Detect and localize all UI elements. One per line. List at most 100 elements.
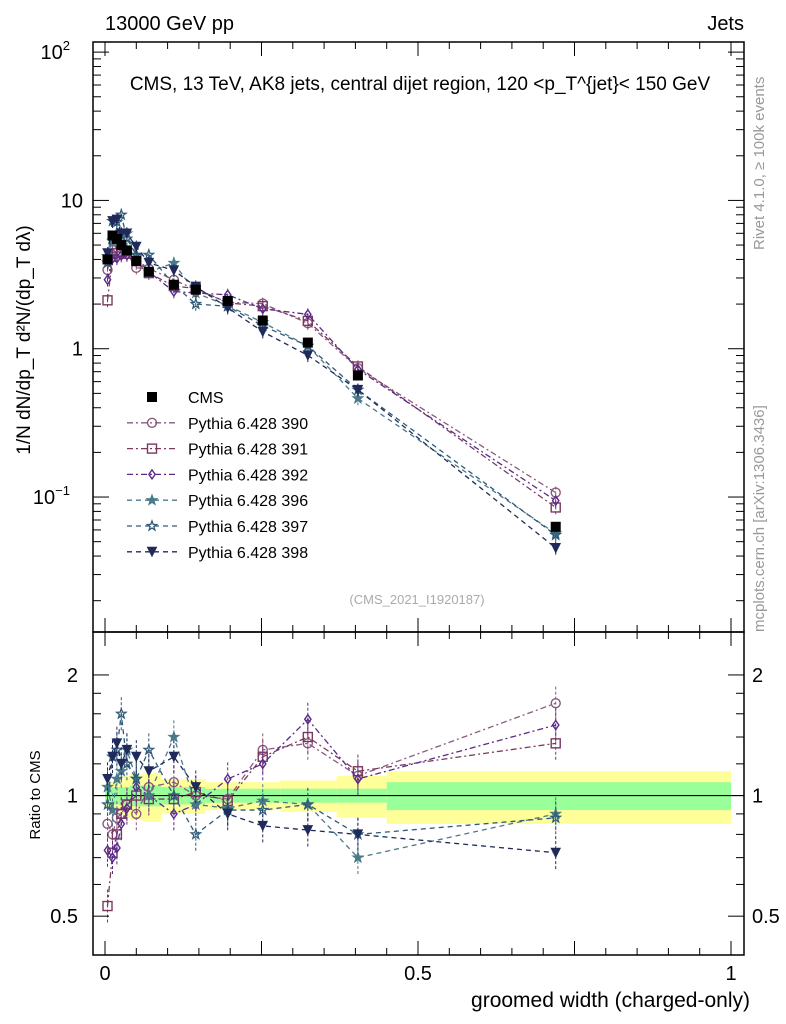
cms-data-point	[257, 315, 268, 326]
cms-data-point	[116, 240, 127, 251]
chart-title: CMS, 13 TeV, AK8 jets, central dijet reg…	[130, 74, 711, 95]
y-tick-label: 1	[72, 339, 83, 361]
ratio-point	[189, 827, 203, 840]
ratio-point	[103, 844, 112, 857]
ratio-point	[169, 808, 178, 820]
ratio-point	[102, 773, 113, 785]
ratio-point	[110, 772, 124, 785]
data-point	[549, 528, 563, 541]
y-axis-label: 1/N dN/dp_T d²N/(dp_T dλ)	[14, 225, 35, 455]
legend-label: Pythia 6.428 392	[188, 467, 308, 484]
series-392	[103, 248, 560, 876]
cms-data-point	[111, 233, 122, 244]
ratio-point	[167, 788, 181, 802]
ratio-point	[130, 751, 142, 763]
ratio-point	[303, 713, 312, 726]
series-line	[106, 231, 557, 535]
legend-label: Pythia 6.428 398	[188, 545, 308, 562]
data-point	[258, 303, 267, 315]
y-tick-exponent: −1	[55, 483, 70, 498]
ratio-point	[257, 751, 268, 762]
cms-data-point	[121, 245, 132, 256]
cms-data-point	[102, 254, 113, 265]
y-tick-label: 102	[41, 38, 70, 64]
ratio-point	[142, 788, 156, 802]
data-point	[114, 207, 128, 221]
ratio-point	[167, 730, 181, 743]
data-point	[550, 502, 561, 513]
series-line	[106, 254, 557, 502]
series-line	[106, 246, 557, 494]
data-point	[120, 231, 134, 245]
data-point	[302, 315, 314, 327]
ratio-point	[105, 803, 120, 816]
watermark: (CMS_2021_I1920187)	[349, 592, 484, 607]
cms-data-point	[222, 295, 233, 306]
ratio-point	[111, 738, 123, 749]
header-right: Jets	[707, 13, 744, 35]
ratio-y-axis-label: Ratio to CMS	[27, 750, 44, 839]
ratio-tick-label: 2	[67, 665, 78, 687]
data-point	[352, 384, 364, 396]
ratio-point	[121, 744, 133, 756]
y-tick-exponent: 2	[63, 38, 70, 53]
cms-data-point	[168, 279, 179, 290]
data-point	[102, 248, 113, 259]
legend-marker	[146, 417, 158, 428]
ratio-point	[551, 719, 560, 731]
ratio-point	[353, 773, 362, 785]
ratio-point	[258, 758, 267, 770]
legend-marker	[146, 443, 158, 454]
legend-label: Pythia 6.428 391	[188, 442, 308, 459]
data-point	[303, 308, 312, 321]
ratio-point	[114, 706, 128, 720]
legend-label: Pythia 6.428 390	[188, 416, 308, 433]
legend-marker	[147, 468, 157, 481]
ratio-tick-label: 0.5	[50, 906, 78, 928]
data-point	[102, 295, 113, 306]
legend-marker	[147, 392, 157, 402]
ratio-line	[106, 736, 556, 907]
ratio-point	[142, 743, 156, 756]
legend-marker	[145, 493, 159, 506]
cms-data-point	[143, 266, 154, 277]
legend-label: CMS	[188, 390, 224, 407]
x-axis-label: groomed width (charged-only)	[471, 989, 750, 1012]
ratio-point	[168, 751, 180, 763]
ratio-point	[115, 758, 127, 770]
data-point	[302, 350, 314, 361]
cms-data-point	[352, 370, 363, 381]
legend-label: Pythia 6.428 397	[188, 519, 308, 536]
ratio-point	[189, 797, 203, 811]
rivet-label: Rivet 4.1.0, ≥ 100k events	[751, 77, 768, 250]
ratio-tick-label-right: 2	[752, 665, 763, 687]
ratio-line	[106, 713, 556, 836]
legend-item: CMS	[147, 390, 224, 407]
y-tick-label: 10−1	[33, 483, 70, 509]
legend-item: Pythia 6.428 397	[127, 519, 308, 536]
ratio-point	[352, 766, 364, 777]
data-point	[351, 391, 365, 405]
cms-data-point	[550, 521, 561, 532]
legend-marker	[145, 519, 159, 532]
ratio-point	[549, 810, 563, 824]
header-left: 13000 GeV pp	[105, 13, 234, 35]
x-tick-label: 0	[99, 963, 110, 985]
series-390	[102, 241, 561, 853]
data-point	[169, 285, 178, 298]
data-point	[257, 326, 269, 338]
data-point	[103, 273, 112, 286]
main-frame	[92, 41, 745, 633]
ratio-point	[102, 900, 113, 912]
ratio-point	[117, 818, 126, 830]
ratio-point	[100, 797, 115, 811]
ratio-point	[351, 850, 365, 864]
ratio-tick-label: 1	[67, 786, 78, 808]
ratio-tick-label-right: 1	[752, 786, 763, 808]
ratio-point	[550, 698, 561, 709]
data-point	[143, 257, 155, 269]
ratio-point	[108, 851, 117, 864]
legend: CMS Pythia 6.428 390 Pythia 6.428 391 Pythi…	[127, 390, 308, 562]
ratio-point	[302, 731, 314, 743]
